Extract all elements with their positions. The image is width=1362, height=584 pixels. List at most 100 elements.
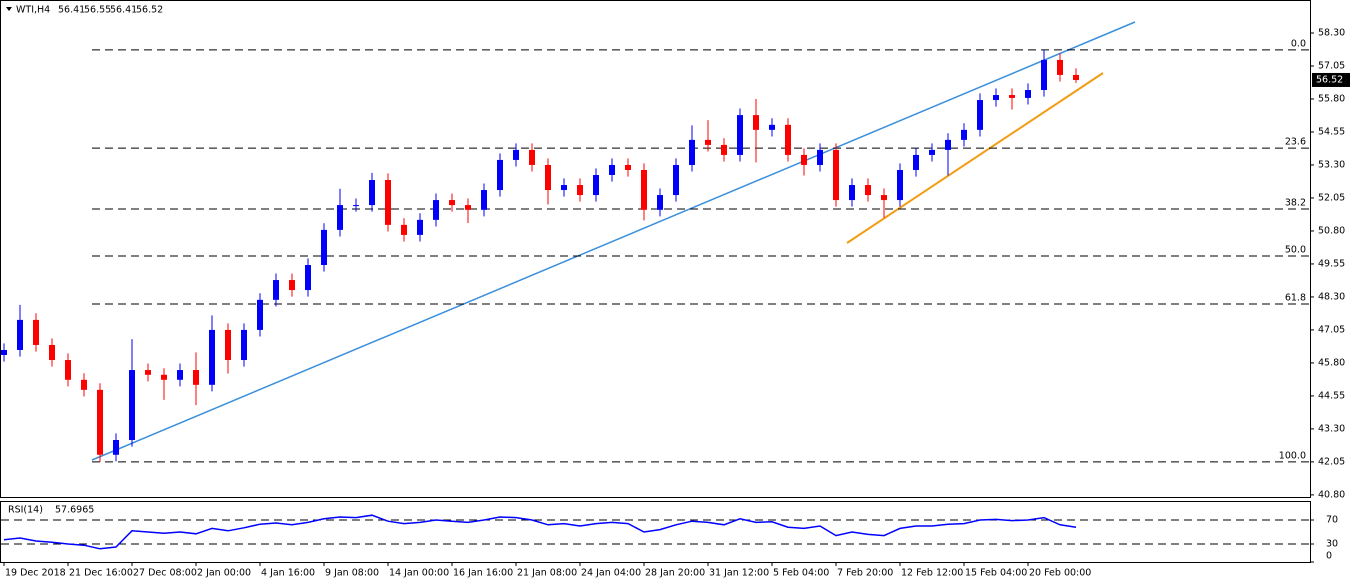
x-tick-label: 14 Jan 00:00 [389,568,449,579]
y-tick-label: 54.55 [1318,126,1345,137]
rsi-tick-label: 0 [1326,551,1332,562]
fib-label: 50.0 [1285,245,1306,256]
candle-body [289,280,295,291]
candle-body [865,185,871,196]
candle-body [897,169,903,201]
candle-body [993,95,999,101]
candle-body [609,164,615,175]
rsi-value: 57.6965 [55,505,94,516]
x-tick-label: 19 Dec 2018 [5,568,66,579]
x-tick-label: 7 Feb 20:00 [837,568,893,579]
candle-body [97,389,103,455]
candle-body [257,299,263,330]
candle-body [33,319,39,345]
candle-body [817,149,823,165]
candle-body [321,229,327,265]
candle-body [1041,59,1047,91]
x-tick-label: 28 Jan 20:00 [645,568,705,579]
y-tick-label: 45.80 [1318,357,1345,368]
rsi-panel [0,501,1311,563]
candle-body [1025,90,1031,98]
candle-body [689,139,695,165]
candle-body [545,164,551,191]
candle-body [833,149,839,201]
y-tick-label: 47.05 [1318,324,1345,335]
candle-body [1073,74,1079,80]
candle-body [881,195,887,201]
candle-body [657,195,663,210]
dropdown-arrow[interactable] [6,7,12,11]
candle-body [529,149,535,165]
x-tick-label: 4 Jan 16:00 [261,568,315,579]
candle-body [113,439,119,455]
header-value: 56.41 [110,5,137,16]
candle-body [513,149,519,160]
x-tick-label: 24 Jan 04:00 [581,568,641,579]
candle-body [593,174,599,196]
x-tick-label: 31 Jan 12:00 [709,568,769,579]
candle-body [929,149,935,155]
candle-body [385,180,391,225]
candle-body [961,129,967,140]
x-tick-label: 2 Jan 00:00 [197,568,251,579]
y-tick-label: 55.80 [1318,93,1345,104]
fib-label: 38.2 [1285,198,1306,209]
symbol: WTI,H4 [16,5,50,16]
fib-label: 61.8 [1285,293,1306,304]
rsi-title: RSI(14) [8,505,43,516]
candle-body [273,280,279,300]
candle-body [705,139,711,145]
y-tick-label: 58.30 [1318,27,1345,38]
candle-body [401,224,407,235]
x-tick-label: 9 Jan 08:00 [325,568,379,579]
price-box [1312,72,1350,87]
candle-body [1,349,7,355]
candle-body [977,100,983,130]
candle-body [209,329,215,385]
x-tick-label: 16 Jan 16:00 [453,568,513,579]
y-tick-label: 57.05 [1318,60,1345,71]
candle-body [369,180,375,206]
candle-body [481,190,487,210]
fib-label: 100.0 [1279,450,1306,461]
candle-body [449,200,455,206]
candle-body [145,370,151,375]
rsi-tick-label: 70 [1326,515,1338,526]
x-tick-label: 20 Feb 00:00 [1029,568,1091,579]
candle-body [241,329,247,361]
candle-body [577,185,583,196]
trendline [846,72,1104,244]
candle-body [433,200,439,220]
header-value: 56.52 [136,5,163,16]
candle-body [561,185,567,191]
candle-body [737,115,743,155]
candle-body [81,379,87,390]
x-tick-label: 12 Feb 12:00 [901,568,963,579]
rsi-tick-label: 30 [1326,539,1338,550]
candle-body [225,329,231,361]
candle-body [49,344,55,361]
candle-body [641,169,647,210]
candle-body [945,139,951,150]
x-tick-label: 15 Feb 04:00 [965,568,1027,579]
candle-body [673,164,679,196]
candle-body [353,205,359,207]
main-panel [0,0,1311,498]
y-tick-label: 43.30 [1318,423,1345,434]
candle-body [17,319,23,350]
candle-body [1057,59,1063,75]
candle-body [785,124,791,155]
candle-body [1009,95,1015,98]
trendline [91,21,1136,461]
y-tick-label: 40.80 [1318,489,1345,500]
y-tick-label: 52.05 [1318,192,1345,203]
candle-body [769,124,775,130]
header-value: 56.41 [58,5,85,16]
candle-body [801,154,807,165]
header-value: 56.55 [84,5,111,16]
candle-body [753,115,759,130]
x-tick-label: 5 Feb 04:00 [773,568,829,579]
candle-body [337,205,343,230]
candle-body [849,185,855,201]
